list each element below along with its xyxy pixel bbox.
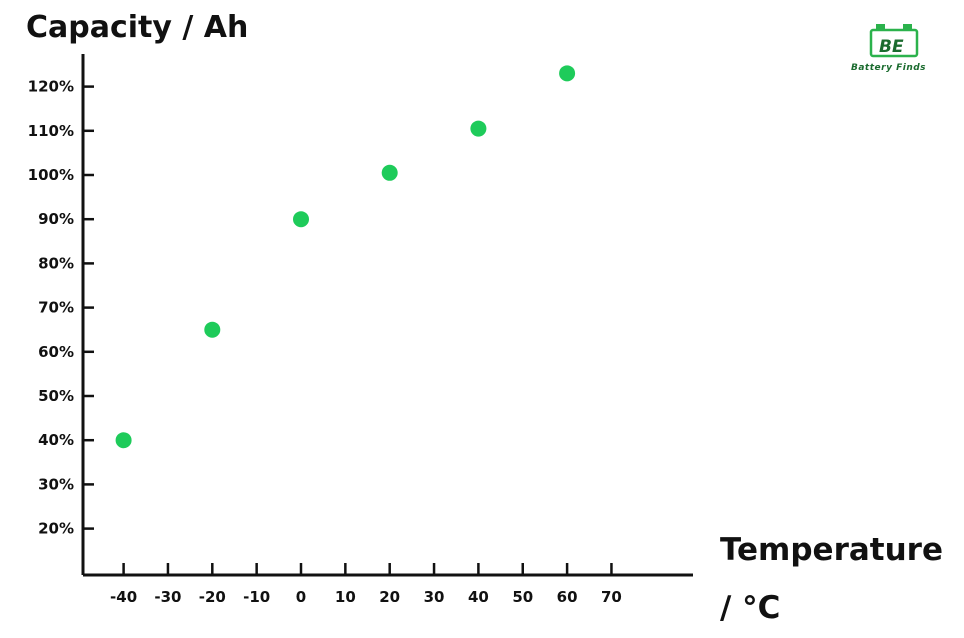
x-tick-label: 20 xyxy=(379,588,400,606)
data-point xyxy=(293,211,309,228)
chart-title: Capacity / Ah xyxy=(26,10,248,45)
y-tick-label: 90% xyxy=(38,210,74,228)
y-tick-label: 120% xyxy=(28,78,74,96)
x-tick-label: -10 xyxy=(243,588,270,606)
data-point xyxy=(470,120,487,137)
x-tick-label: -40 xyxy=(110,588,137,606)
x-tick-label: 70 xyxy=(601,588,622,606)
x-tick-label: 40 xyxy=(468,588,489,606)
x-tick-label: 30 xyxy=(424,588,445,606)
x-tick-label: 10 xyxy=(335,588,356,606)
y-tick-label: 70% xyxy=(38,299,74,317)
x-tick-label: 50 xyxy=(512,588,533,606)
y-tick-label: 50% xyxy=(38,387,74,405)
x-axis-label-line-2: / °C xyxy=(720,590,780,626)
data-point xyxy=(204,321,221,338)
x-axis-label-line-1: Temperature xyxy=(720,532,943,568)
y-tick-label: 100% xyxy=(28,166,74,184)
data-point xyxy=(559,65,576,82)
data-point xyxy=(381,164,398,181)
y-tick-label: 20% xyxy=(38,520,74,538)
data-points xyxy=(115,65,576,449)
x-tick-label: -30 xyxy=(154,588,181,606)
logo-battery-icon xyxy=(869,28,919,58)
x-tick-label: 60 xyxy=(557,588,578,606)
y-tick-label: 110% xyxy=(28,122,74,140)
data-point xyxy=(115,432,132,449)
y-tick-label: 40% xyxy=(38,431,74,449)
logo-terminal-left xyxy=(876,24,885,31)
brand-logo: BE Battery Finds xyxy=(851,24,926,73)
logo-mark: BE xyxy=(879,37,904,57)
logo-terminal-right xyxy=(903,24,912,31)
y-axis-ticks: 120% 110% 100% 90% 80% 70% 60% 50% 40% 30% 20% xyxy=(28,78,94,538)
y-tick-label: 80% xyxy=(38,254,74,272)
x-tick-label: -20 xyxy=(199,588,226,606)
x-tick-label: 0 xyxy=(296,588,306,606)
y-tick-label: 60% xyxy=(38,343,74,361)
logo-text: Battery Finds xyxy=(851,63,926,73)
x-axis-ticks: -40 -30 -20 -10 0 10 20 30 40 50 60 70 xyxy=(110,563,622,606)
y-tick-label: 30% xyxy=(38,475,74,493)
